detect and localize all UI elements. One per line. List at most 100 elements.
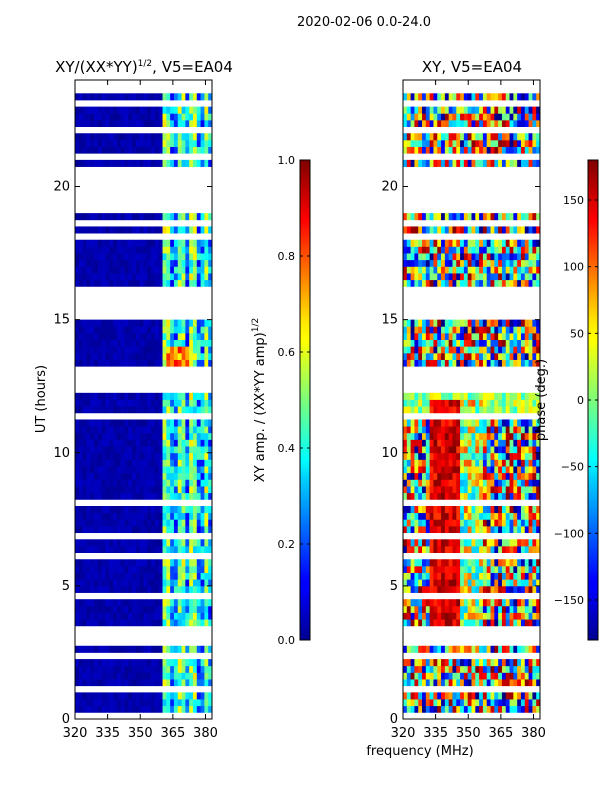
heatmap-cell (433, 139, 438, 147)
heatmap-cell (116, 519, 122, 527)
heatmap-cell (467, 599, 472, 607)
heatmap-cell (463, 139, 469, 147)
heatmap-cell (101, 226, 106, 234)
heatmap-cell (90, 545, 95, 553)
heatmap-cell (116, 279, 122, 287)
heatmap-cell (501, 352, 507, 360)
heatmap-cell (162, 239, 167, 247)
heatmap-cell (452, 539, 457, 547)
heatmap-cell (151, 572, 156, 580)
heatmap-cell (185, 679, 190, 687)
heatmap-cell (532, 246, 537, 254)
heatmap-cell (406, 213, 412, 221)
heatmap-cell (177, 426, 182, 434)
heatmap-cell (181, 279, 186, 287)
heatmap-cell (143, 246, 148, 254)
heatmap-cell (524, 519, 529, 527)
heatmap-cell (482, 679, 488, 687)
heatmap-cell (147, 339, 152, 347)
heatmap-cell (196, 253, 201, 261)
heatmap-cell (128, 659, 133, 667)
heatmap-cell (78, 705, 84, 713)
heatmap-cell (139, 486, 144, 494)
heatmap-cell (505, 359, 510, 367)
heatmap-cell (414, 539, 419, 547)
heatmap-cell (166, 585, 171, 593)
heatmap-cell (208, 599, 212, 607)
heatmap-cell (166, 605, 171, 613)
heatmap-cell (528, 679, 533, 687)
heatmap-cell (105, 619, 110, 627)
heatmap-cell (139, 213, 144, 221)
heatmap-cell (501, 93, 507, 101)
heatmap-cell (471, 452, 476, 460)
x-tick-label: 365 (488, 726, 513, 741)
heatmap-cell (444, 106, 450, 114)
heatmap-cell (482, 406, 488, 414)
heatmap-cell (418, 133, 423, 141)
heatmap-cell (82, 665, 87, 673)
heatmap-cell (479, 279, 484, 287)
heatmap-cell (97, 246, 103, 254)
heatmap-cell (509, 705, 514, 713)
heatmap-cell (509, 665, 514, 673)
heatmap-cell (456, 699, 461, 707)
heatmap-cell (113, 439, 118, 447)
heatmap-cell (456, 672, 461, 680)
heatmap-cell (170, 139, 175, 147)
heatmap-cell (513, 486, 518, 494)
heatmap-cell (501, 239, 507, 247)
heatmap-cell (105, 512, 110, 520)
heatmap-cell (135, 479, 141, 487)
heatmap-cell (452, 585, 457, 593)
heatmap-cell (116, 679, 122, 687)
heatmap-cell (498, 159, 503, 167)
heatmap-cell (208, 159, 212, 167)
heatmap-cell (173, 585, 179, 593)
heatmap-cell (189, 113, 194, 121)
heatmap-cell (124, 432, 129, 440)
heatmap-cell (109, 705, 114, 713)
heatmap-cell (75, 492, 80, 500)
heatmap-cell (151, 525, 156, 534)
heatmap-cell (132, 446, 137, 454)
heatmap-cell (120, 439, 125, 447)
heatmap-cell (460, 539, 465, 547)
heatmap-cell (505, 352, 510, 360)
heatmap-cell (90, 446, 95, 454)
heatmap-cell (425, 692, 431, 700)
heatmap-cell (109, 346, 114, 354)
heatmap-cell (406, 659, 412, 667)
heatmap-cell (494, 106, 499, 114)
heatmap-cell (494, 659, 499, 667)
heatmap-cell (448, 605, 453, 613)
heatmap-cell (414, 146, 419, 154)
heatmap-cell (192, 439, 198, 447)
heatmap-cell (482, 266, 488, 274)
heatmap-cell (486, 512, 491, 520)
heatmap-cell (94, 399, 99, 407)
heatmap-cell (490, 106, 495, 114)
heatmap-cell (463, 332, 469, 340)
heatmap-cell (189, 406, 194, 414)
heatmap-cell (505, 705, 510, 713)
heatmap-cell (528, 93, 533, 101)
heatmap-cell (200, 699, 205, 707)
heatmap-cell (101, 339, 106, 347)
heatmap-cell (532, 565, 537, 573)
heatmap-cell (406, 119, 412, 127)
heatmap-cell (147, 506, 152, 514)
heatmap-cell (105, 472, 110, 480)
heatmap-cell (208, 452, 212, 460)
heatmap-cell (452, 253, 457, 261)
heatmap-cell (513, 699, 518, 707)
heatmap-cell (486, 619, 491, 627)
heatmap-cell (105, 679, 110, 687)
heatmap-cell (192, 146, 198, 154)
heatmap-cell (204, 352, 209, 360)
heatmap-cell (433, 459, 438, 467)
heatmap-cell (471, 392, 476, 400)
heatmap-cell (517, 599, 522, 607)
heatmap-cell (403, 565, 408, 573)
heatmap-cell (448, 439, 453, 447)
